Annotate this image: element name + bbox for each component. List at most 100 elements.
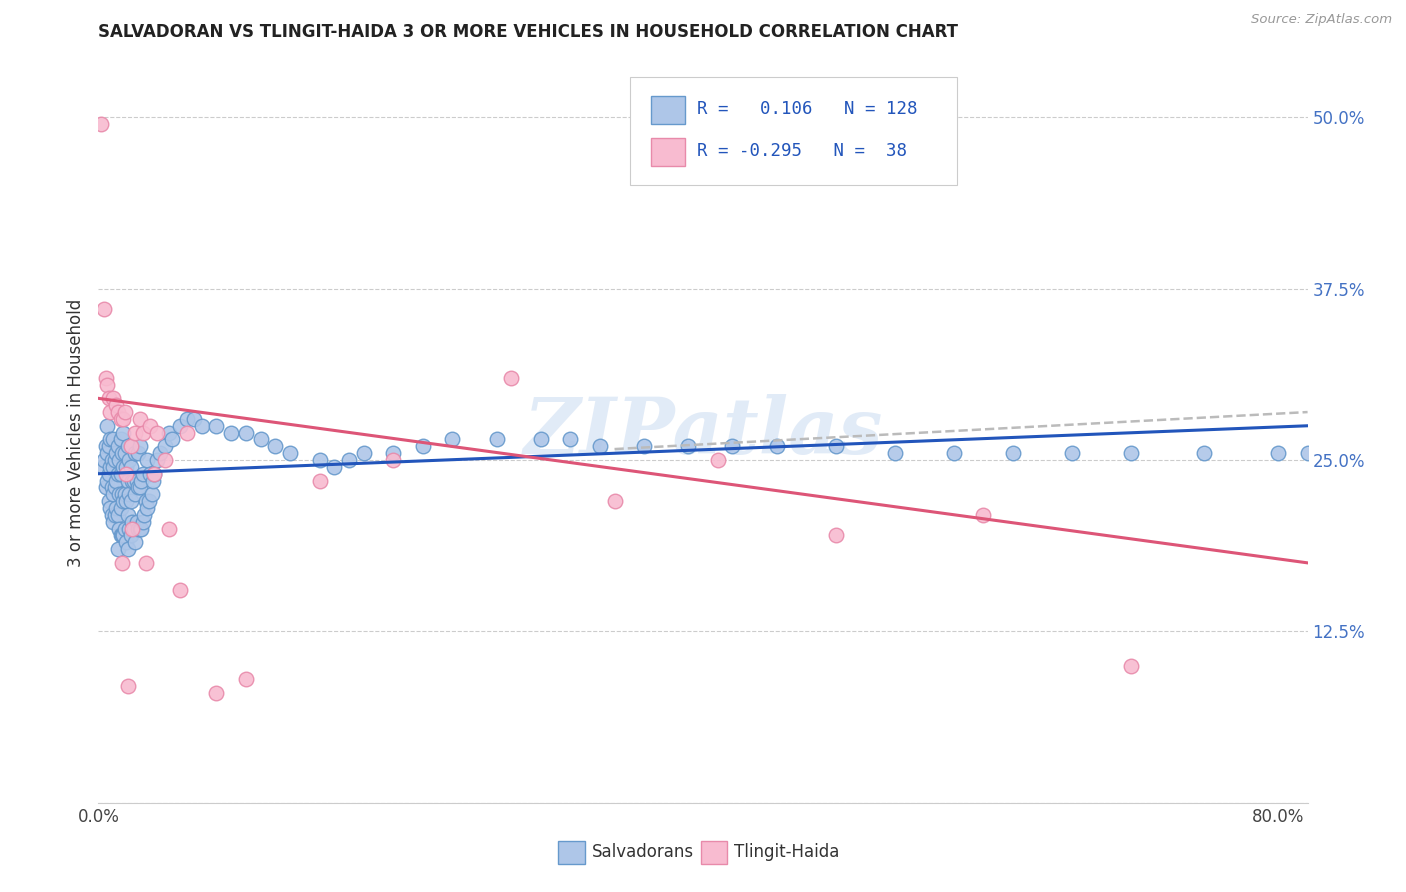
Point: [108, 487, 131, 501]
Point: [101, 459, 124, 474]
Point: [114, 446, 136, 460]
Point: [141, 487, 163, 501]
Point: [117, 679, 139, 693]
Point: [765, 439, 787, 453]
Point: [176, 412, 198, 426]
Point: [115, 535, 138, 549]
Point: [122, 474, 145, 488]
Point: [118, 522, 141, 536]
Point: [560, 433, 582, 447]
Point: [160, 433, 183, 447]
Point: [129, 474, 152, 488]
Point: [112, 459, 135, 474]
Point: [308, 453, 330, 467]
Point: [124, 425, 146, 440]
Point: [100, 508, 122, 522]
Point: [942, 446, 965, 460]
Point: [114, 405, 136, 419]
Point: [121, 522, 143, 536]
Point: [127, 522, 149, 536]
Point: [153, 439, 176, 453]
Point: [135, 494, 157, 508]
Point: [107, 467, 129, 481]
Point: [530, 433, 553, 447]
Point: [1267, 446, 1289, 460]
Point: [120, 439, 142, 453]
Point: [114, 522, 136, 536]
Point: [105, 501, 128, 516]
Point: [120, 494, 142, 508]
Point: [264, 439, 287, 453]
Point: [146, 425, 169, 440]
Bar: [651, 95, 685, 124]
Point: [117, 474, 139, 488]
Point: [111, 528, 134, 542]
Point: [107, 405, 129, 419]
Point: [131, 425, 153, 440]
Point: [149, 446, 172, 460]
Point: [219, 425, 242, 440]
Point: [94, 371, 117, 385]
Point: [120, 459, 142, 474]
Point: [97, 494, 120, 508]
FancyBboxPatch shape: [630, 78, 957, 185]
Point: [138, 494, 160, 508]
Point: [101, 515, 124, 529]
Point: [107, 439, 129, 453]
Point: [1119, 658, 1142, 673]
Point: [110, 467, 132, 481]
Bar: [558, 840, 585, 864]
Point: [91, 459, 114, 474]
Point: [124, 446, 146, 460]
Point: [323, 459, 346, 474]
Point: [115, 467, 138, 481]
Point: [308, 474, 330, 488]
Point: [235, 673, 257, 687]
Point: [115, 459, 138, 474]
Point: [122, 522, 145, 536]
Point: [107, 542, 129, 557]
Point: [107, 508, 129, 522]
Point: [112, 425, 135, 440]
Point: [146, 453, 169, 467]
Point: [125, 474, 148, 488]
Point: [128, 480, 150, 494]
Point: [115, 494, 138, 508]
Point: [97, 467, 120, 481]
Point: [100, 480, 122, 494]
Point: [105, 474, 128, 488]
Point: [96, 474, 118, 488]
Point: [1194, 446, 1216, 460]
Point: [114, 487, 136, 501]
Point: [183, 412, 205, 426]
Point: [111, 446, 134, 460]
Point: [128, 522, 150, 536]
Point: [128, 412, 150, 426]
Point: [382, 446, 405, 460]
Text: R =   0.106   N = 128: R = 0.106 N = 128: [697, 100, 918, 118]
Point: [501, 371, 523, 385]
Point: [139, 467, 162, 481]
Point: [98, 405, 121, 419]
Point: [1326, 446, 1348, 460]
Y-axis label: 3 or more Vehicles in Household: 3 or more Vehicles in Household: [67, 299, 86, 566]
Point: [110, 501, 132, 516]
Point: [124, 487, 146, 501]
Point: [883, 446, 905, 460]
Point: [441, 433, 464, 447]
Point: [101, 487, 124, 501]
Point: [412, 439, 434, 453]
Point: [337, 453, 360, 467]
Point: [153, 453, 176, 467]
Point: [205, 686, 228, 700]
Point: [97, 392, 120, 406]
Text: Salvadorans: Salvadorans: [592, 844, 695, 862]
Point: [824, 439, 846, 453]
Point: [131, 467, 153, 481]
Point: [721, 439, 744, 453]
Point: [112, 494, 135, 508]
Point: [382, 453, 405, 467]
Point: [125, 515, 148, 529]
Point: [121, 515, 143, 529]
Point: [118, 453, 141, 467]
